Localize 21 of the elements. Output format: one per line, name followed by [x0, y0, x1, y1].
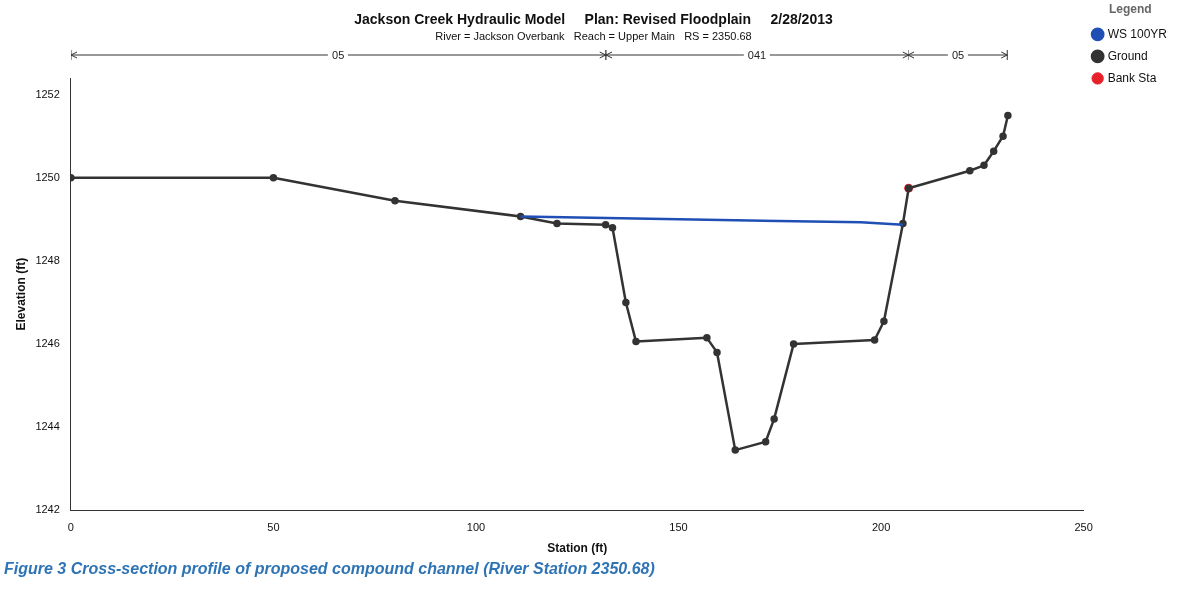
caption: Figure 3 Cross-section profile of proposed compound channel (River Station 2350.68): [3, 560, 656, 578]
x-tick-label: 150: [669, 521, 688, 534]
chart-subtitle: River = Jackson Overbank Reach = Upper Main RS = 2350.68: [435, 30, 752, 43]
legend-label: WS 100YR: [1107, 26, 1168, 41]
chart-title: Jackson Creek Hydraulic Model Plan: Revised Floodplain 2/28/2013: [354, 11, 833, 28]
y-tick-label: 1244: [35, 420, 60, 433]
legend-label: Bank Sta: [1107, 70, 1157, 85]
x-tick-label: 100: [466, 521, 486, 534]
x-tick-label: 200: [871, 521, 891, 534]
y-tick-label: 1246: [35, 337, 60, 350]
y-tick-label: 1250: [35, 170, 60, 183]
x-axis-title: Station (ft): [547, 541, 608, 556]
y-tick-label: 1242: [35, 503, 60, 516]
y-tick-label: 1252: [35, 87, 60, 100]
x-tick-label: 50: [267, 521, 280, 534]
y-tick-label: 1248: [35, 253, 60, 266]
legend-title: Legend: [1108, 2, 1152, 17]
x-tick-label: 0: [67, 521, 74, 534]
legend-label: Ground: [1107, 48, 1148, 63]
y-axis-title: Elevation (ft): [13, 257, 28, 331]
x-tick-label: 250: [1074, 521, 1093, 534]
